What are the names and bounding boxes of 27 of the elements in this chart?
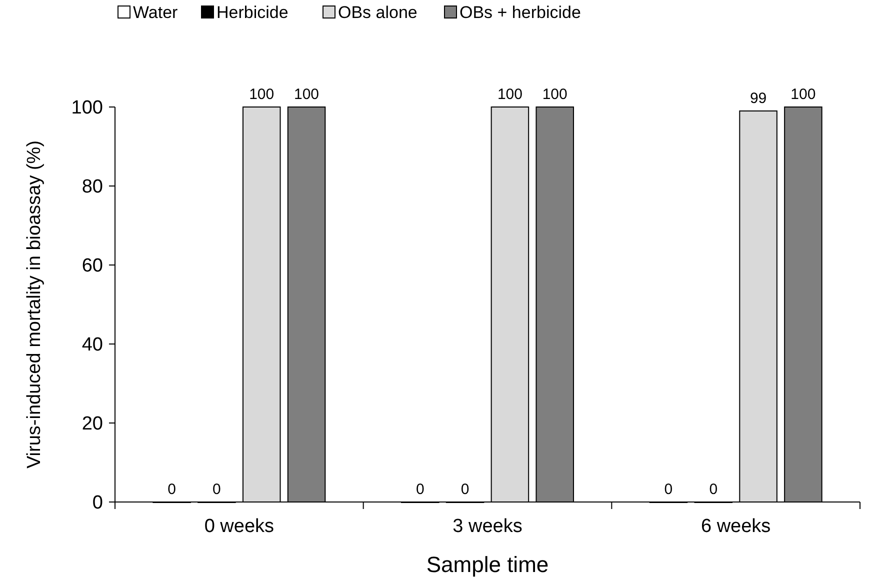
y-tick-label: 80 xyxy=(82,176,103,198)
legend-label: Herbicide xyxy=(216,3,288,22)
data-label: 0 xyxy=(212,481,221,498)
data-label: 99 xyxy=(750,90,767,107)
x-tick-label: 6 weeks xyxy=(700,516,771,537)
legend-label: OBs alone xyxy=(338,3,418,22)
data-label: 100 xyxy=(542,86,568,103)
data-label: 0 xyxy=(709,481,718,498)
y-tick-label: 0 xyxy=(92,492,103,514)
data-label: 100 xyxy=(249,86,274,103)
data-label: 0 xyxy=(460,481,470,498)
legend-label: Water xyxy=(133,3,178,22)
y-tick-label: 20 xyxy=(82,414,103,435)
data-label: 100 xyxy=(790,86,816,103)
x-axis-title: Sample time xyxy=(426,552,549,577)
data-label: 0 xyxy=(168,481,176,498)
y-tick-label: 40 xyxy=(82,334,103,356)
data-label: 100 xyxy=(497,86,522,103)
x-tick-label: 3 weeks xyxy=(452,516,522,537)
y-axis-title: Virus-induced mortality in bioassay (%) xyxy=(24,140,45,469)
y-tick-label: 100 xyxy=(71,98,103,119)
y-tick-label: 60 xyxy=(82,256,103,277)
data-label: 0 xyxy=(416,481,424,498)
x-tick-label: 0 weeks xyxy=(204,516,274,537)
data-label: 0 xyxy=(664,481,673,498)
legend-label: OBs + herbicide xyxy=(460,3,581,22)
data-label: 100 xyxy=(294,86,320,103)
